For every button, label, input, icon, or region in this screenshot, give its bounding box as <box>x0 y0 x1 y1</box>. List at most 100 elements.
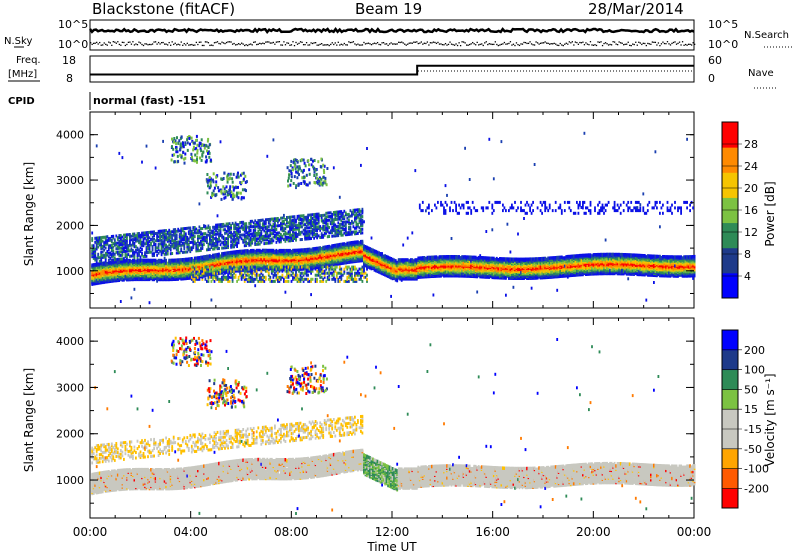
power-echo-cell <box>91 237 93 240</box>
noise-search-point <box>256 44 257 45</box>
power-echo-cell <box>271 238 273 241</box>
noise-search-point <box>532 44 533 45</box>
power-echo-cell <box>316 222 318 225</box>
noise-search-point <box>235 44 236 45</box>
noise-search-point <box>162 42 163 43</box>
noise-search-point <box>436 43 437 44</box>
noise-search-point <box>549 44 550 45</box>
noise-search-point <box>202 45 203 46</box>
noise-search-point <box>320 44 321 45</box>
noise-search-point <box>315 42 316 43</box>
power-echo-cell <box>146 145 148 148</box>
noise-search-point <box>683 45 684 46</box>
power-echo-cell <box>165 244 167 247</box>
noise-search-point <box>140 42 141 43</box>
power-echo-cell <box>218 247 220 250</box>
freq-tick-top: 18 <box>62 54 76 67</box>
power-echo-cell <box>301 231 303 234</box>
noise-search-point <box>418 43 419 44</box>
noise-search-point <box>588 44 589 45</box>
noise-search-point <box>96 42 97 43</box>
noise-search-point <box>144 43 145 44</box>
noise-search-point <box>395 44 396 45</box>
noise-search-point <box>469 44 470 45</box>
noise-search-point <box>356 44 357 45</box>
noise-search-point <box>232 44 233 45</box>
power-echo-cell <box>120 258 122 261</box>
noise-search-point <box>253 42 254 43</box>
noise-search-point <box>255 41 256 42</box>
noise-search-point <box>98 43 99 44</box>
noise-search-point <box>383 42 384 43</box>
power-echo-cell <box>241 221 243 224</box>
noise-search-point <box>440 43 441 44</box>
noise-search-point <box>463 41 464 42</box>
noise-search-point <box>437 42 438 43</box>
noise-search-point <box>413 42 414 43</box>
power-echo-cell <box>316 247 318 251</box>
noise-search-point <box>658 42 659 43</box>
noise-search-point <box>691 44 692 45</box>
noise-search-point <box>490 43 491 44</box>
noise-search-point <box>105 44 106 45</box>
noise-search-point <box>622 43 623 44</box>
noise-search-point <box>326 44 327 45</box>
noise-search-point <box>268 41 269 42</box>
noise-search-point <box>280 44 281 45</box>
noise-search-point <box>579 42 580 43</box>
noise-search-point <box>339 44 340 45</box>
noise-search-point <box>575 41 576 42</box>
noise-search-point <box>471 43 472 44</box>
noise-search-point <box>150 44 151 45</box>
noise-search-point <box>164 43 165 44</box>
noise-search-point <box>430 42 431 43</box>
noise-search-point <box>486 41 487 42</box>
noise-search-point <box>224 43 225 44</box>
noise-search-point <box>540 43 541 44</box>
power-echo-cell <box>211 255 213 259</box>
noise-search-point <box>217 41 218 42</box>
noise-search-point <box>499 44 500 45</box>
noise-search-point <box>223 42 224 43</box>
power-echo-cell <box>189 227 191 230</box>
noise-search-point <box>350 42 351 43</box>
noise-search-point <box>368 43 369 44</box>
noise-search-point <box>159 43 160 44</box>
power-echo-cell <box>226 241 228 244</box>
power-echo-cell <box>165 233 167 236</box>
noise-search-point <box>191 44 192 45</box>
noise-search-point <box>241 43 242 44</box>
noise-sky-trace <box>90 29 694 32</box>
noise-search-point <box>664 43 665 44</box>
noise-search-point <box>389 43 390 44</box>
noise-search-point <box>276 42 277 43</box>
noise-search-point <box>523 42 524 43</box>
noise-search-point <box>277 41 278 42</box>
noise-search-point <box>123 42 124 43</box>
power-echo-cell <box>241 225 243 228</box>
noise-search-point <box>125 45 126 46</box>
noise-search-point <box>380 44 381 45</box>
noise-search-point <box>519 45 520 46</box>
freq-line <box>90 66 694 75</box>
power-echo-cell <box>112 249 114 252</box>
power-echo-cell <box>256 270 258 273</box>
noise-search-point <box>262 43 263 44</box>
noise-search-point <box>176 44 177 45</box>
noise-search-point <box>422 44 423 45</box>
power-echo-cell <box>286 249 288 253</box>
noise-search-point <box>344 43 345 44</box>
noise-search-point <box>474 43 475 44</box>
noise-tick-left-bottom: 10^0 <box>58 38 88 51</box>
noise-search-point <box>104 42 105 43</box>
power-echo-cell <box>135 249 137 252</box>
noise-search-point <box>318 44 319 45</box>
power-echo-cell <box>301 218 303 221</box>
power-echo-cell <box>226 237 228 240</box>
noise-search-point <box>184 43 185 44</box>
power-echo-cell <box>180 227 182 230</box>
noise-search-point <box>190 44 191 45</box>
power-echo-cell <box>120 247 122 250</box>
noise-search-point <box>283 41 284 42</box>
noise-search-point <box>244 45 245 46</box>
